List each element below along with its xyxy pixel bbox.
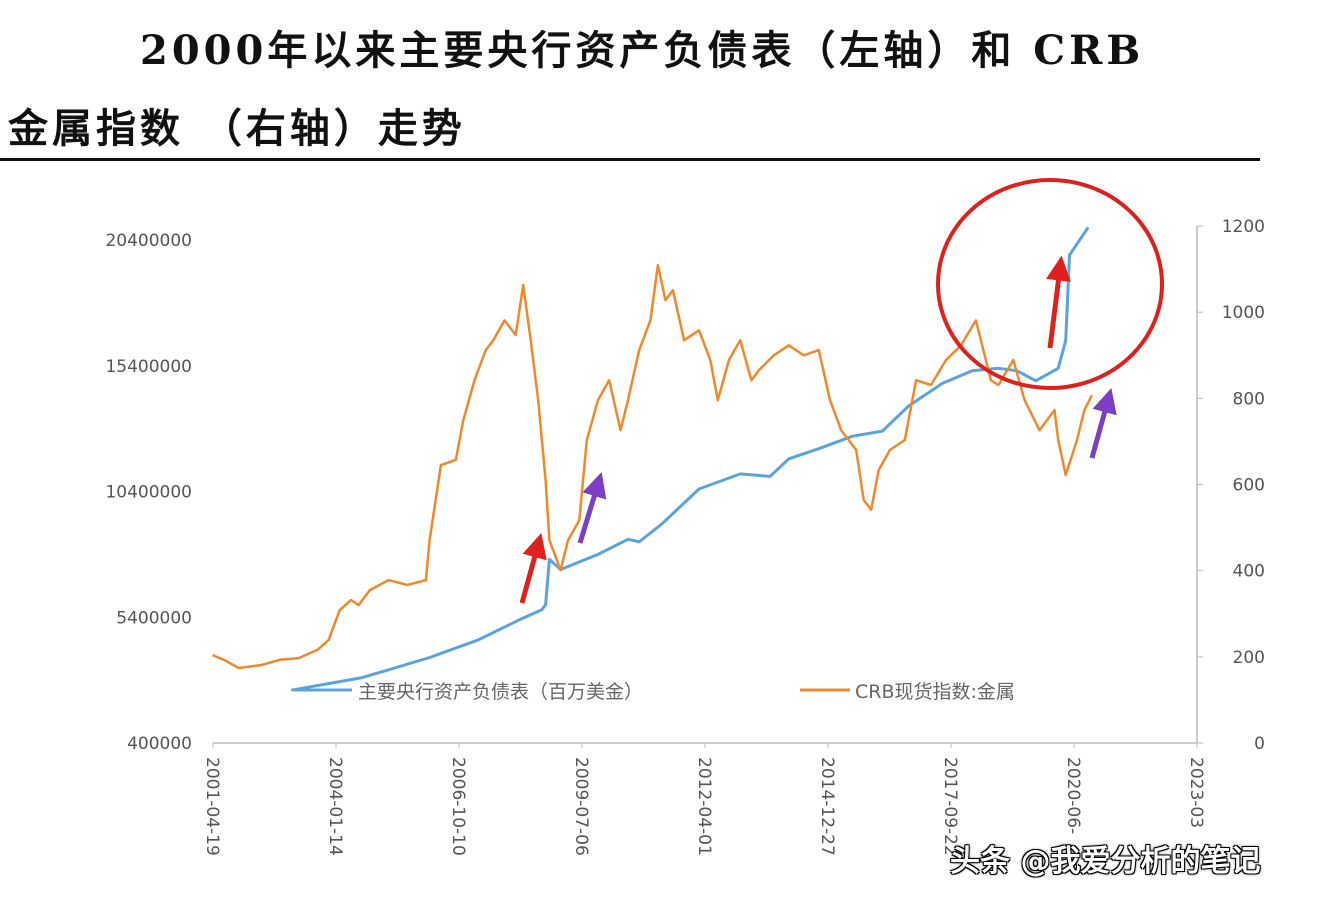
balance-sheet-line	[290, 226, 1090, 692]
right-y-tick-label: 200	[1233, 648, 1265, 668]
x-tick-label: 2023-03	[1186, 757, 1206, 828]
x-tick-label: 2009-07-06	[571, 757, 591, 856]
x-tick-label: 2004-01-14	[325, 757, 345, 856]
x-tick-label: 2006-10-10	[448, 757, 468, 856]
watermark: 头条 @我爱分析的笔记	[950, 844, 1261, 879]
left-y-tick-label: 5400000	[116, 608, 192, 628]
x-tick-label: 2014-12-27	[817, 757, 837, 856]
series-lines	[212, 226, 1094, 692]
red-circle-annotation	[936, 178, 1164, 390]
title-divider	[0, 158, 1260, 161]
x-tick-label: 2017-09-22	[940, 757, 960, 856]
left-y-tick-label: 10400000	[105, 483, 192, 503]
x-tick-label: 2020-06-	[1063, 757, 1083, 834]
annotations	[519, 178, 1164, 604]
right-y-tick-label: 1200	[1222, 217, 1265, 237]
red-arrow-icon	[519, 532, 547, 604]
purple-arrow-icon	[577, 472, 607, 544]
right-y-tick-label: 1000	[1222, 303, 1265, 323]
red-arrow-icon	[1046, 255, 1071, 349]
right-y-tick-label: 0	[1254, 734, 1265, 754]
chart-title-line1: 2000年以来主要央行资产负债表（左轴）和 CRB	[140, 27, 1145, 74]
right-y-tick-label: 800	[1233, 389, 1265, 409]
legend-label-crb: CRB现货指数:金属	[855, 681, 1015, 703]
axes: 400000 5400000 10400000 15400000 20400000 0 20…	[105, 217, 1265, 856]
right-y-tick-label: 600	[1233, 476, 1265, 496]
purple-arrow-icon	[1089, 387, 1117, 459]
legend-label-balance-sheet: 主要央行资产负债表（百万美金）	[358, 681, 643, 703]
legend: 主要央行资产负债表（百万美金） CRB现货指数:金属	[292, 681, 1015, 703]
chart-title-line2: 金属指数 （右轴）走势	[8, 105, 466, 152]
left-y-tick-label: 15400000	[105, 357, 192, 377]
left-y-tick-label: 400000	[127, 734, 192, 754]
left-y-tick-label: 20400000	[105, 231, 192, 251]
right-y-tick-label: 400	[1233, 562, 1265, 582]
crb-metals-line	[212, 263, 1094, 670]
x-tick-label: 2001-04-19	[202, 757, 222, 856]
x-tick-label: 2012-04-01	[694, 757, 714, 856]
